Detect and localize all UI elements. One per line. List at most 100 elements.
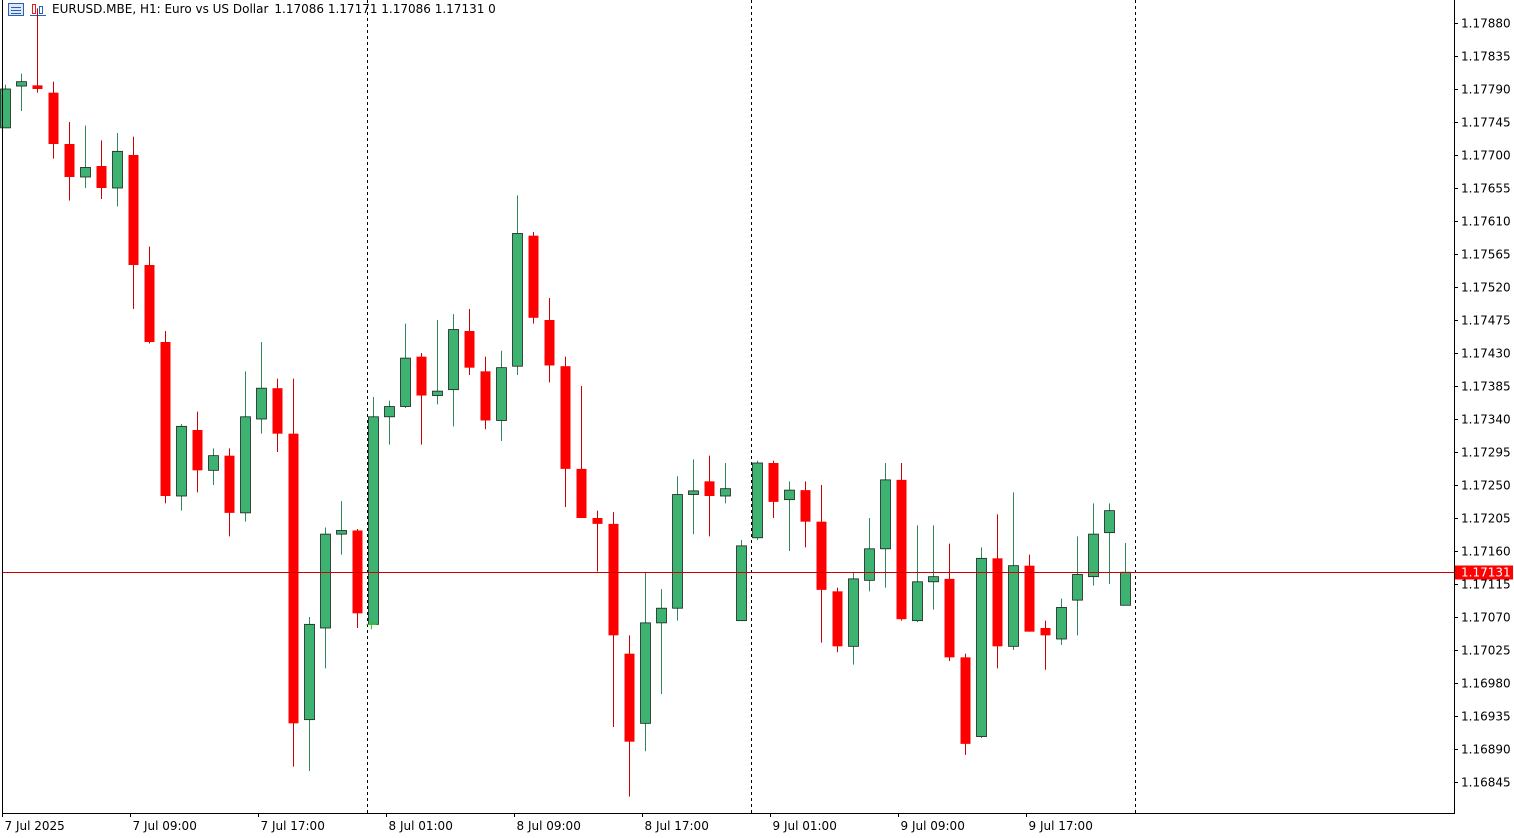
candle — [720, 463, 731, 504]
candle — [608, 512, 619, 727]
time-tick-label: 7 Jul 2025 — [5, 819, 65, 833]
candle-body — [816, 521, 827, 590]
candle-body — [384, 406, 395, 418]
price-tick-label: 1.17205 — [1461, 512, 1511, 526]
candle — [1056, 598, 1067, 645]
time-axis[interactable]: 7 Jul 2025 7 Jul 09:00 7 Jul 17:00 8 Jul 01… — [2, 0, 1455, 833]
price-tick-label: 1.17070 — [1461, 611, 1511, 625]
candle-body — [1120, 571, 1131, 606]
candle-body — [1104, 510, 1115, 534]
candle — [848, 573, 859, 665]
candle — [624, 635, 635, 797]
candle-body — [944, 578, 955, 658]
candle — [736, 540, 747, 622]
candle-body — [656, 607, 667, 624]
candle — [976, 547, 987, 738]
candle — [480, 356, 491, 430]
candle — [992, 514, 1003, 669]
candle — [640, 573, 651, 752]
candle — [352, 529, 363, 628]
candle-body — [16, 81, 27, 87]
candle-body — [128, 155, 139, 265]
candle — [16, 73, 27, 111]
candle-body — [272, 388, 283, 434]
candle — [896, 463, 907, 621]
candle-body — [144, 265, 155, 342]
candle — [192, 411, 203, 493]
candle — [800, 481, 811, 548]
current-price-tag-bg — [1455, 565, 1513, 580]
candle-body — [0, 88, 11, 129]
candle-body — [416, 356, 427, 396]
candle-body — [784, 489, 795, 501]
candle-body — [352, 530, 363, 614]
candle — [592, 510, 603, 572]
candle-body — [96, 166, 107, 188]
price-tick-label: 1.17025 — [1461, 644, 1511, 658]
candle — [752, 460, 763, 540]
candle-body — [528, 235, 539, 318]
candle — [528, 232, 539, 324]
candle-body — [448, 329, 459, 391]
candle-body — [592, 518, 603, 524]
candle-body — [512, 233, 523, 367]
candle-body — [208, 455, 219, 471]
candle — [688, 459, 699, 535]
candle — [656, 589, 667, 694]
table-icon[interactable] — [8, 2, 24, 16]
time-tick-label: 9 Jul 09:00 — [901, 819, 965, 833]
candle — [272, 378, 283, 452]
time-tick-label: 9 Jul 17:00 — [1029, 819, 1093, 833]
crosshair-cursor — [366, 619, 377, 630]
candle-body — [896, 479, 907, 620]
price-tick-label: 1.16935 — [1461, 710, 1511, 724]
candle — [944, 543, 955, 661]
candles — [0, 8, 1131, 797]
candle-body — [976, 557, 987, 737]
price-tick-label: 1.17610 — [1461, 215, 1511, 229]
candle — [1088, 503, 1099, 586]
candle — [880, 463, 891, 588]
candle — [768, 460, 779, 518]
candle-body — [80, 167, 91, 178]
time-tick-label: 8 Jul 17:00 — [645, 819, 709, 833]
candle-body — [288, 433, 299, 724]
candle-body — [432, 390, 443, 396]
candle — [544, 298, 555, 383]
candle-body — [1088, 533, 1099, 578]
candle-body — [64, 144, 75, 177]
candle — [384, 400, 395, 445]
candle — [1072, 536, 1083, 636]
candle — [64, 122, 75, 201]
candle — [512, 195, 523, 375]
candle-body — [480, 371, 491, 421]
candle-body — [752, 462, 763, 539]
candle-body — [320, 533, 331, 629]
candle-body — [912, 581, 923, 622]
candle — [864, 518, 875, 592]
candle-body — [176, 425, 187, 497]
candle-body — [848, 578, 859, 647]
candle-body — [1008, 565, 1019, 647]
price-axis[interactable]: 1.17880 1.17835 1.17790 1.17745 1.17700 1.176… — [1454, 0, 1511, 814]
candle-body — [304, 623, 315, 721]
candle-body — [368, 416, 379, 625]
symbol-info: EURUSD.MBE, H1: Euro vs US Dollar — [52, 2, 269, 16]
candle — [400, 323, 411, 408]
candle — [832, 587, 843, 653]
candle — [80, 125, 91, 188]
chart-header: EURUSD.MBE, H1: Euro vs US Dollar 1.1708… — [8, 1, 496, 17]
candle-body — [672, 494, 683, 609]
candle — [304, 617, 315, 771]
candle-body — [928, 576, 939, 583]
price-tick-label: 1.17565 — [1461, 248, 1511, 262]
candle — [1008, 492, 1019, 650]
price-tick-label: 1.17160 — [1461, 545, 1511, 559]
candle — [704, 455, 715, 537]
candle — [576, 386, 587, 518]
candle — [816, 485, 827, 643]
candle — [48, 81, 59, 159]
price-tick-label: 1.17835 — [1461, 50, 1511, 64]
price-tick-label: 1.16845 — [1461, 776, 1511, 790]
